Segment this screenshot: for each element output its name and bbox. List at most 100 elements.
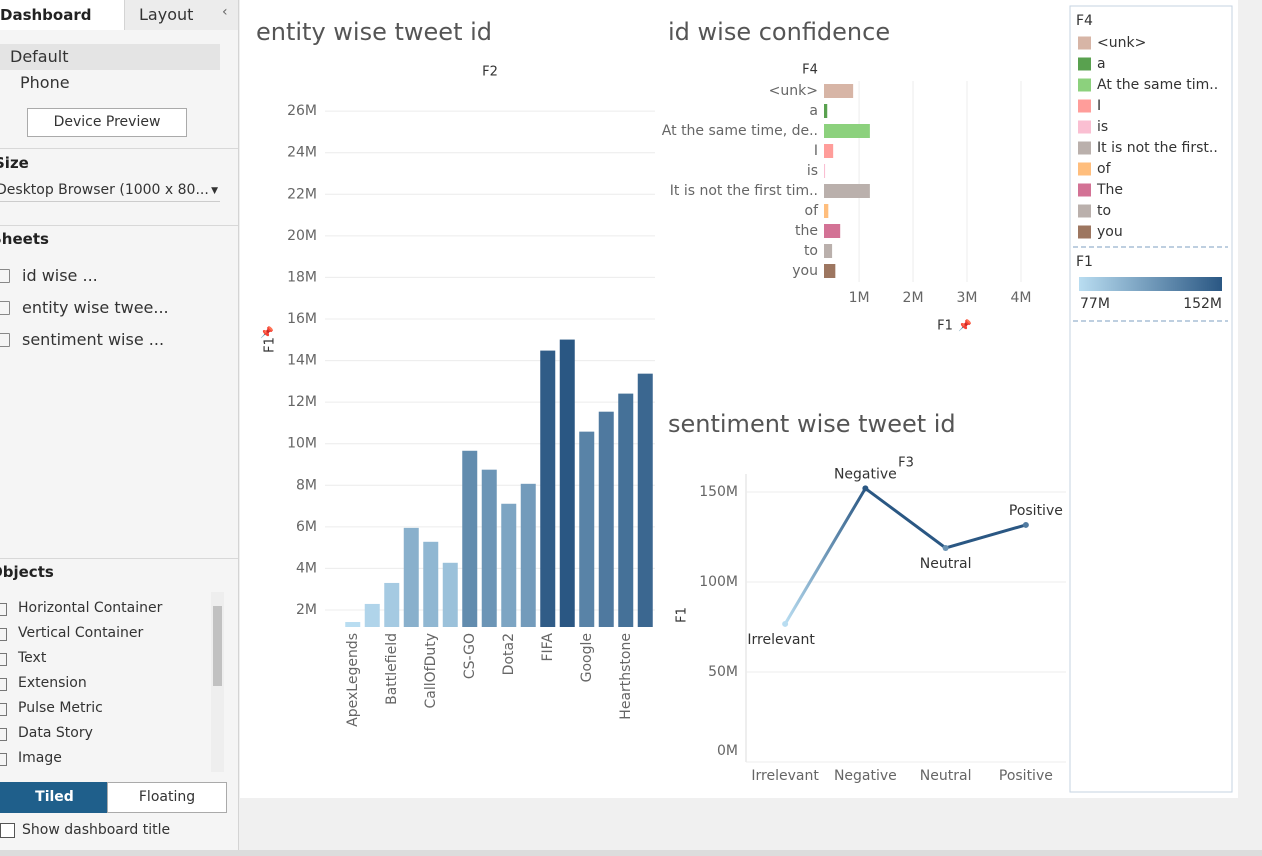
sheet-icon <box>0 269 10 283</box>
object-item[interactable]: Vertical Container <box>18 625 144 641</box>
sheets-header: Sheets <box>0 230 49 248</box>
tab-dashboard[interactable]: Dashboard <box>0 0 124 30</box>
size-dropdown[interactable]: Desktop Browser (1000 x 80... ▼ <box>0 182 220 202</box>
legend-panel <box>1069 5 1233 793</box>
object-item[interactable]: Data Story <box>18 725 93 741</box>
y-tick-label: 18M <box>287 269 317 285</box>
object-icon <box>0 653 7 666</box>
object-item[interactable]: Text <box>18 650 47 666</box>
legend-swatch <box>1078 120 1091 134</box>
scroll-thumb[interactable] <box>213 606 222 686</box>
legend-title: F4 <box>1076 13 1093 29</box>
bar <box>824 264 836 278</box>
y-tick-label: 8M <box>296 477 317 493</box>
x-tick-label: 2M <box>903 290 924 306</box>
sheet-item[interactable]: sentiment wise ... <box>22 330 165 349</box>
device-preview-button[interactable]: Device Preview <box>27 108 187 137</box>
device-phone[interactable]: Phone <box>20 73 70 92</box>
legend-label: to <box>1097 203 1111 219</box>
legend-label: a <box>1097 56 1106 72</box>
object-item[interactable]: Pulse Metric <box>18 700 103 716</box>
bar <box>824 84 854 98</box>
sheet-icon <box>0 301 10 315</box>
tab-layout[interactable]: Layout <box>124 0 238 30</box>
x-tick-label: Negative <box>834 768 897 784</box>
bar <box>442 562 458 627</box>
data-label: Neutral <box>920 556 972 572</box>
pin-icon: 📌 <box>260 325 274 339</box>
chart-header: F4 <box>802 63 818 78</box>
collapse-icon[interactable]: ‹ <box>222 4 228 20</box>
sheet-item[interactable]: entity wise twee... <box>22 298 169 317</box>
object-item[interactable]: Horizontal Container <box>18 600 163 616</box>
legend-range-label: 77M <box>1080 296 1110 312</box>
bar <box>824 224 841 238</box>
bar <box>824 104 828 118</box>
x-tick-label: Dota2 <box>501 633 517 675</box>
bar <box>598 411 614 627</box>
show-title-label[interactable]: Show dashboard title <box>22 822 171 838</box>
bar <box>423 541 439 627</box>
y-tick-label: 10M <box>287 436 317 452</box>
legend-label: I <box>1097 98 1101 114</box>
separator <box>0 558 238 559</box>
y-tick-label: 24M <box>287 145 317 161</box>
bar <box>579 431 595 627</box>
bar <box>824 244 833 258</box>
device-default[interactable]: Default <box>0 44 220 70</box>
bar <box>364 603 380 627</box>
checkbox[interactable] <box>0 823 15 838</box>
y-tick-label: 4M <box>296 560 317 576</box>
pin-icon: 📌 <box>958 318 972 332</box>
object-icon <box>0 678 7 691</box>
legend-label: <unk> <box>1097 35 1146 51</box>
legend-label: At the same tim.. <box>1097 77 1218 93</box>
legend-swatch <box>1078 57 1091 71</box>
y-tick-label: 12M <box>287 394 317 410</box>
separator <box>0 225 238 226</box>
x-tick-label: Google <box>579 633 595 682</box>
x-tick-label: Neutral <box>920 768 972 784</box>
sheet-icon <box>0 333 10 347</box>
bar <box>618 393 634 627</box>
point <box>782 620 789 627</box>
object-item[interactable]: Extension <box>18 675 87 691</box>
object-icon <box>0 628 7 641</box>
bar <box>403 527 419 627</box>
y-tick-label: you <box>792 263 818 279</box>
tiled-button[interactable]: Tiled <box>0 782 109 813</box>
y-tick-label: 16M <box>287 311 317 327</box>
y-tick-label: 0M <box>717 743 738 759</box>
y-tick-label: the <box>795 223 818 239</box>
y-tick-label: is <box>807 163 818 179</box>
x-tick-label: Positive <box>999 768 1053 784</box>
legend-swatch <box>1078 99 1091 113</box>
chart-title: sentiment wise tweet id <box>668 410 956 438</box>
bar <box>481 469 497 627</box>
legend-gradient-bar <box>1079 277 1222 291</box>
bar <box>824 184 870 198</box>
sheet-item[interactable]: id wise ... <box>22 266 98 285</box>
y-tick-label: I <box>814 143 818 159</box>
axis-title: F1 <box>263 337 278 353</box>
y-tick-label: <unk> <box>769 83 818 99</box>
floating-button[interactable]: Floating <box>107 782 227 813</box>
y-tick-label: It is not the first tim.. <box>670 183 818 199</box>
scrollbar[interactable] <box>211 592 224 772</box>
legend-range-label: 152M <box>1183 296 1222 312</box>
x-tick-label: 1M <box>849 290 870 306</box>
bar <box>559 339 575 627</box>
y-tick-label: 26M <box>287 103 317 119</box>
bar <box>540 350 556 627</box>
x-tick-label: CallOfDuty <box>423 633 439 709</box>
legend-label: The <box>1096 182 1123 198</box>
chart-title: id wise confidence <box>668 18 890 46</box>
object-item[interactable]: Image <box>18 750 62 766</box>
bar <box>501 503 517 627</box>
object-icon <box>0 703 7 716</box>
bar <box>462 450 478 627</box>
legend-swatch <box>1078 36 1091 50</box>
axis-title: F1 <box>937 319 953 334</box>
legend-swatch <box>1078 183 1091 197</box>
